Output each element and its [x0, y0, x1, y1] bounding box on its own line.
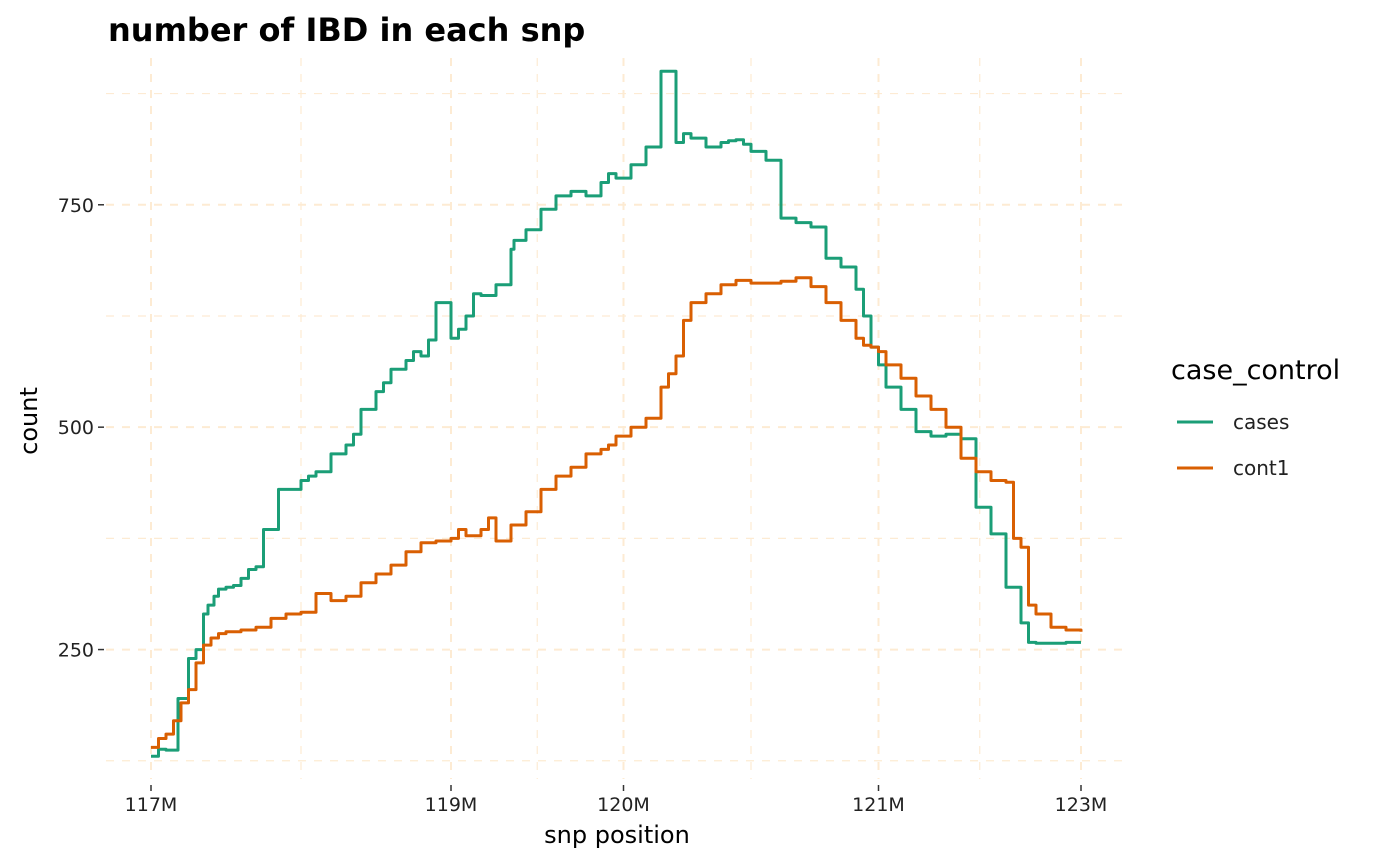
y-tick-label: 250 [58, 640, 94, 662]
legend: case_control cases cont1 [1171, 355, 1340, 480]
y-axis-title: count [15, 387, 43, 455]
legend-label-cont1: cont1 [1233, 456, 1289, 480]
x-tick-label: 120M [597, 794, 650, 816]
x-tick-label: 123M [1055, 794, 1108, 816]
y-tick-label: 500 [58, 417, 94, 439]
legend-label-cases: cases [1233, 410, 1289, 434]
x-axis: 117M 119M 120M 121M 123M [125, 785, 1108, 816]
legend-title: case_control [1171, 355, 1340, 386]
chart-title: number of IBD in each snp [108, 11, 585, 49]
x-axis-title: snp position [544, 821, 690, 849]
y-axis: 250 500 750 [58, 195, 104, 662]
x-tick-label: 119M [425, 794, 478, 816]
grid-major-lines [106, 58, 1126, 779]
grid-minor-lines [106, 58, 1126, 779]
x-tick-label: 117M [125, 794, 178, 816]
series-line-cont1 [151, 276, 1083, 749]
x-tick-label: 121M [852, 794, 905, 816]
y-tick-label: 750 [58, 195, 94, 217]
series-layer [151, 69, 1083, 758]
series-line-cases [151, 69, 1081, 758]
